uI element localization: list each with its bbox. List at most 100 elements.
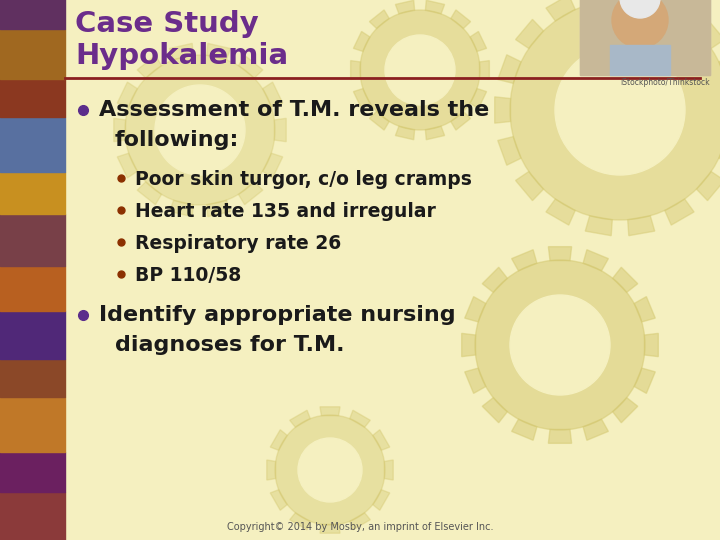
Text: following:: following: [115, 130, 239, 150]
Polygon shape [549, 247, 572, 261]
Circle shape [125, 55, 275, 205]
Circle shape [155, 85, 245, 175]
Bar [0, 452, 65, 492]
Polygon shape [354, 89, 370, 109]
Text: Heart rate 135 and irregular: Heart rate 135 and irregular [135, 202, 436, 221]
Polygon shape [546, 0, 575, 21]
Polygon shape [395, 1, 415, 14]
Polygon shape [613, 267, 638, 292]
Polygon shape [451, 10, 471, 29]
Polygon shape [665, 0, 694, 21]
Polygon shape [585, 216, 612, 235]
Polygon shape [426, 126, 444, 140]
Text: BP 110/58: BP 110/58 [135, 266, 241, 285]
Circle shape [360, 10, 480, 130]
Polygon shape [369, 111, 390, 130]
Polygon shape [628, 0, 654, 4]
Polygon shape [395, 126, 415, 140]
Polygon shape [289, 513, 310, 530]
Circle shape [475, 260, 645, 430]
Circle shape [612, 0, 668, 48]
Bar [0, 397, 65, 452]
Text: Case Study: Case Study [75, 10, 258, 38]
Polygon shape [207, 200, 230, 217]
Polygon shape [451, 111, 471, 130]
Bar [0, 117, 65, 172]
Bar [0, 492, 65, 540]
Polygon shape [480, 60, 490, 79]
Bar [610, 45, 670, 75]
Polygon shape [696, 172, 720, 201]
Polygon shape [263, 82, 283, 107]
Polygon shape [495, 97, 510, 123]
Polygon shape [373, 490, 390, 510]
Polygon shape [546, 199, 575, 225]
Polygon shape [549, 429, 572, 443]
Polygon shape [462, 333, 476, 356]
Bar [580, 0, 710, 75]
Polygon shape [270, 490, 287, 510]
Bar [0, 266, 65, 311]
Polygon shape [267, 460, 276, 480]
Circle shape [620, 0, 660, 18]
Polygon shape [516, 172, 544, 201]
Polygon shape [238, 182, 263, 205]
Polygon shape [628, 216, 654, 235]
Bar [0, 311, 65, 359]
Polygon shape [169, 43, 193, 60]
Polygon shape [238, 55, 263, 78]
Polygon shape [350, 513, 370, 530]
Polygon shape [583, 419, 608, 440]
Polygon shape [207, 43, 230, 60]
Polygon shape [696, 19, 720, 49]
Polygon shape [470, 89, 487, 109]
Circle shape [510, 0, 720, 220]
Polygon shape [498, 137, 521, 165]
Polygon shape [320, 524, 340, 533]
Circle shape [275, 415, 385, 525]
Text: Identify appropriate nursing: Identify appropriate nursing [99, 305, 456, 325]
Bar [0, 214, 65, 266]
Polygon shape [351, 60, 361, 79]
Polygon shape [384, 460, 393, 480]
Polygon shape [512, 249, 537, 271]
Polygon shape [369, 10, 390, 29]
Circle shape [385, 35, 455, 105]
Polygon shape [270, 430, 287, 450]
Bar [0, 0, 65, 29]
Polygon shape [137, 55, 161, 78]
Polygon shape [426, 1, 444, 14]
Polygon shape [665, 199, 694, 225]
Text: Hypokalemia: Hypokalemia [75, 42, 288, 70]
Polygon shape [482, 267, 508, 292]
Polygon shape [613, 397, 638, 423]
Polygon shape [289, 410, 310, 427]
Polygon shape [719, 137, 720, 165]
Circle shape [555, 45, 685, 175]
Polygon shape [117, 82, 138, 107]
Bar [0, 172, 65, 214]
Bar [0, 29, 65, 79]
Polygon shape [644, 333, 658, 356]
Polygon shape [274, 118, 287, 141]
Text: iStockphoto/Thinkstock: iStockphoto/Thinkstock [621, 78, 710, 87]
Polygon shape [137, 182, 161, 205]
Bar [0, 359, 65, 397]
Polygon shape [482, 397, 508, 423]
Polygon shape [719, 55, 720, 83]
Polygon shape [634, 368, 655, 393]
Polygon shape [373, 430, 390, 450]
Text: Copyright© 2014 by Mosby, an imprint of Elsevier Inc.: Copyright© 2014 by Mosby, an imprint of … [227, 522, 493, 532]
Bar [0, 79, 65, 117]
Text: Poor skin turgor, c/o leg cramps: Poor skin turgor, c/o leg cramps [135, 170, 472, 189]
Polygon shape [464, 368, 486, 393]
Polygon shape [464, 296, 486, 322]
Polygon shape [583, 249, 608, 271]
Bar [580, 0, 710, 75]
Polygon shape [117, 153, 138, 178]
Polygon shape [354, 31, 370, 51]
Polygon shape [512, 419, 537, 440]
Polygon shape [470, 31, 487, 51]
Text: diagnoses for T.M.: diagnoses for T.M. [115, 335, 344, 355]
Polygon shape [350, 410, 370, 427]
